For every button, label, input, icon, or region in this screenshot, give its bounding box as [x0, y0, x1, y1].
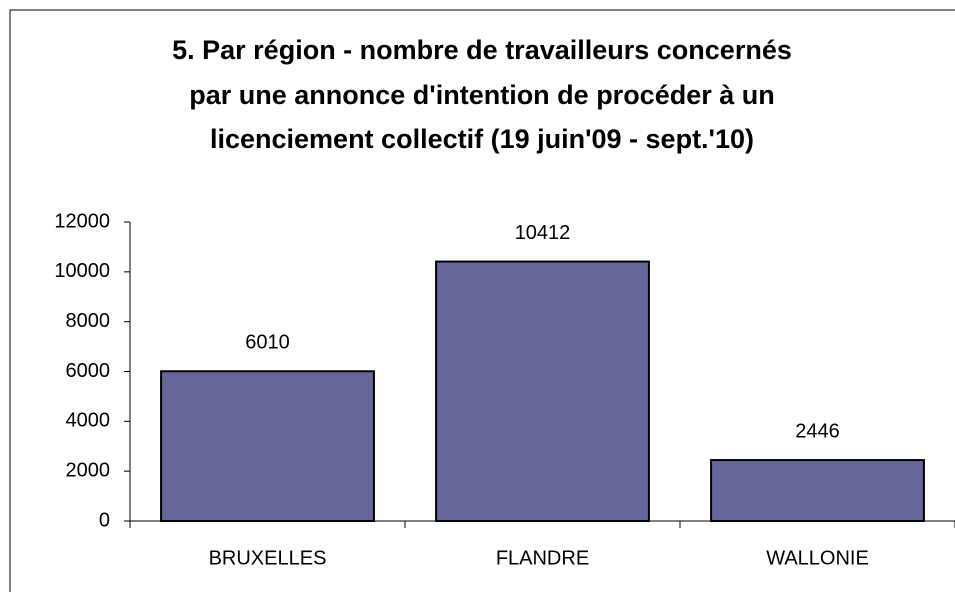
y-tick-label: 0: [99, 509, 110, 531]
bar: [710, 459, 925, 522]
y-tick-label: 8000: [66, 310, 111, 332]
x-tick-label: BRUXELLES: [209, 547, 327, 569]
y-tick-label: 4000: [66, 410, 111, 432]
x-tick-label: WALLONIE: [766, 547, 869, 569]
chart-title: licenciement collectif (19 juin'09 - sep…: [210, 124, 754, 154]
bar: [160, 370, 375, 522]
chart-title: 5. Par région - nombre de travailleurs c…: [172, 35, 792, 65]
y-tick-label: 12000: [54, 210, 110, 232]
data-label: 6010: [245, 332, 290, 354]
y-tick-label: 6000: [66, 360, 111, 382]
chart-title: par une annonce d'intention de procéder …: [189, 80, 774, 110]
data-label: 10412: [515, 222, 571, 244]
x-tick-label: FLANDRE: [496, 547, 589, 569]
y-tick-label: 2000: [66, 459, 111, 481]
data-label: 2446: [795, 420, 840, 442]
bar: [435, 260, 650, 522]
y-tick-label: 10000: [54, 260, 110, 282]
